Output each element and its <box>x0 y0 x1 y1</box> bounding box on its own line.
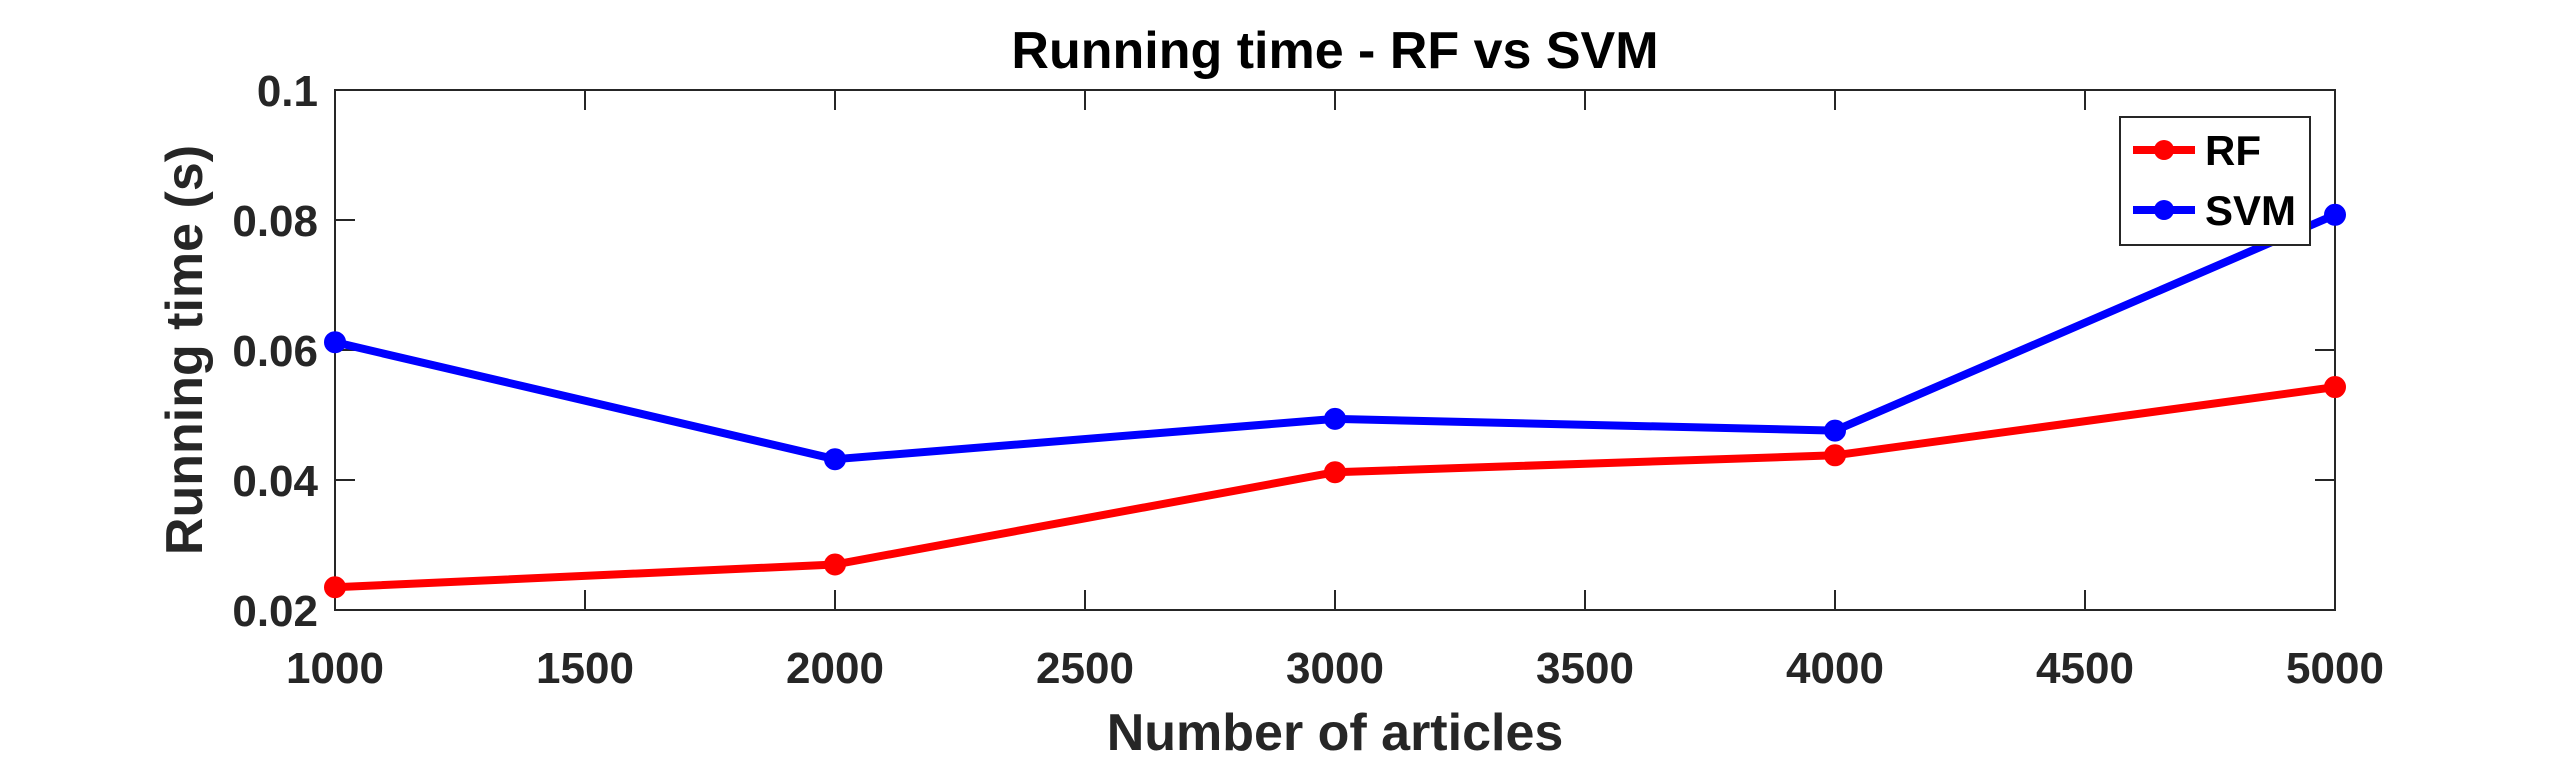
legend-marker-rf <box>2154 140 2174 160</box>
y-tick-label: 0.04 <box>232 457 318 506</box>
x-axis-label: Number of articles <box>1107 704 1564 762</box>
data-point-rf <box>324 576 346 599</box>
y-tick-label: 0.06 <box>232 327 318 376</box>
data-point-svm <box>2324 203 2346 226</box>
data-point-rf <box>1324 461 1346 484</box>
plot-area <box>334 89 2336 611</box>
data-point-rf <box>1824 444 1846 467</box>
legend-marker-svm <box>2154 200 2174 220</box>
y-axis-label: Running time (s) <box>156 145 214 555</box>
x-tick-label: 1000 <box>286 644 384 693</box>
data-point-svm <box>824 448 846 471</box>
data-point-rf <box>2324 376 2346 399</box>
data-point-svm <box>324 331 346 354</box>
legend: RF SVM <box>2119 116 2311 246</box>
y-tick-label: 0.08 <box>232 197 318 246</box>
legend-box <box>2119 116 2311 246</box>
data-point-svm <box>1324 407 1346 430</box>
y-tick-label: 0.1 <box>257 67 318 116</box>
y-tick-label: 0.02 <box>232 587 318 636</box>
x-tick-label: 4000 <box>1786 644 1884 693</box>
x-tick-label: 5000 <box>2286 644 2384 693</box>
x-tick-label: 3000 <box>1286 644 1384 693</box>
data-point-svm <box>1824 419 1846 442</box>
x-tick-labels: 1000 1500 2000 2500 3000 3500 4000 4500 5000 <box>286 644 2384 693</box>
x-tick-label: 2500 <box>1036 644 1134 693</box>
legend-label-svm: SVM <box>2205 187 2296 234</box>
x-tick-label: 4500 <box>2036 644 2134 693</box>
x-tick-label: 2000 <box>786 644 884 693</box>
x-tick-label: 1500 <box>536 644 634 693</box>
legend-label-rf: RF <box>2205 127 2261 174</box>
series-layer <box>324 203 2346 599</box>
y-tick-labels: 0.02 0.04 0.06 0.08 0.1 <box>232 67 318 636</box>
chart-title: Running time - RF vs SVM <box>1011 22 1658 80</box>
data-point-rf <box>824 553 846 576</box>
x-tick-label: 3500 <box>1536 644 1634 693</box>
